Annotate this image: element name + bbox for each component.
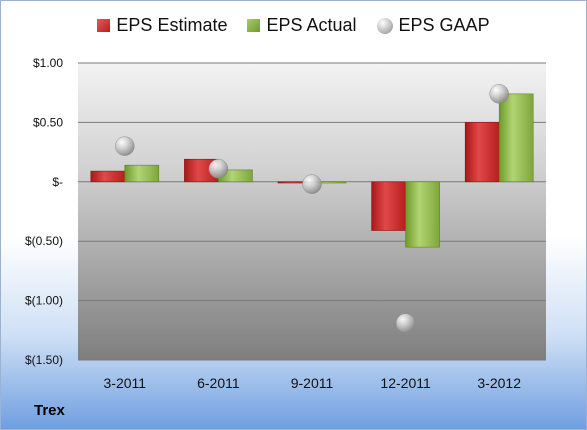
y-tick-label: $- (52, 175, 63, 189)
x-tick-label: 3-2012 (477, 375, 521, 391)
marker-eps-gaap (208, 158, 229, 179)
bar-eps-estimate (90, 170, 126, 183)
marker-eps-gaap (395, 313, 416, 333)
x-tick-label: 12-2011 (380, 375, 431, 391)
legend-item-actual: EPS Actual (247, 15, 357, 36)
legend-label-actual: EPS Actual (266, 15, 357, 35)
marker-eps-gaap (115, 136, 135, 156)
bar-eps-actual (124, 164, 160, 183)
y-tick-label: $0.50 (33, 115, 63, 129)
y-tick-label: $(0.50) (25, 234, 63, 248)
legend: EPS Estimate EPS Actual EPS GAAP (1, 15, 586, 36)
legend-swatch-actual (247, 19, 261, 32)
y-tick-label: $1.00 (33, 56, 63, 70)
bar-eps-estimate (464, 122, 500, 183)
company-label: Trex (34, 402, 65, 419)
marker-eps-gaap (489, 84, 509, 104)
gaap-markers (115, 84, 509, 333)
plot-area (78, 63, 546, 360)
y-axis-ticks: $1.00 $0.50 $- $(0.50) $(1.00) $(1.50) (25, 56, 63, 367)
bar-eps-actual (498, 93, 534, 183)
bar-eps-estimate (371, 181, 406, 231)
y-tick-label: $(1.50) (25, 353, 63, 367)
legend-swatch-estimate (97, 19, 111, 32)
legend-item-gaap: EPS GAAP (376, 15, 490, 36)
marker-eps-gaap (302, 174, 322, 194)
y-tick-label: $(1.00) (25, 294, 63, 308)
x-tick-label: 6-2011 (197, 375, 240, 391)
legend-item-estimate: EPS Estimate (97, 15, 227, 36)
x-tick-label: 9-2011 (291, 375, 334, 391)
legend-label-estimate: EPS Estimate (116, 15, 228, 35)
legend-marker-gaap (376, 17, 393, 34)
x-tick-label: 3-2011 (104, 375, 147, 391)
legend-label-gaap: EPS GAAP (398, 15, 490, 35)
x-axis-ticks: 3-2011 6-2011 9-2011 12-2011 3-2012 (104, 375, 522, 391)
bar-eps-actual (405, 181, 440, 248)
